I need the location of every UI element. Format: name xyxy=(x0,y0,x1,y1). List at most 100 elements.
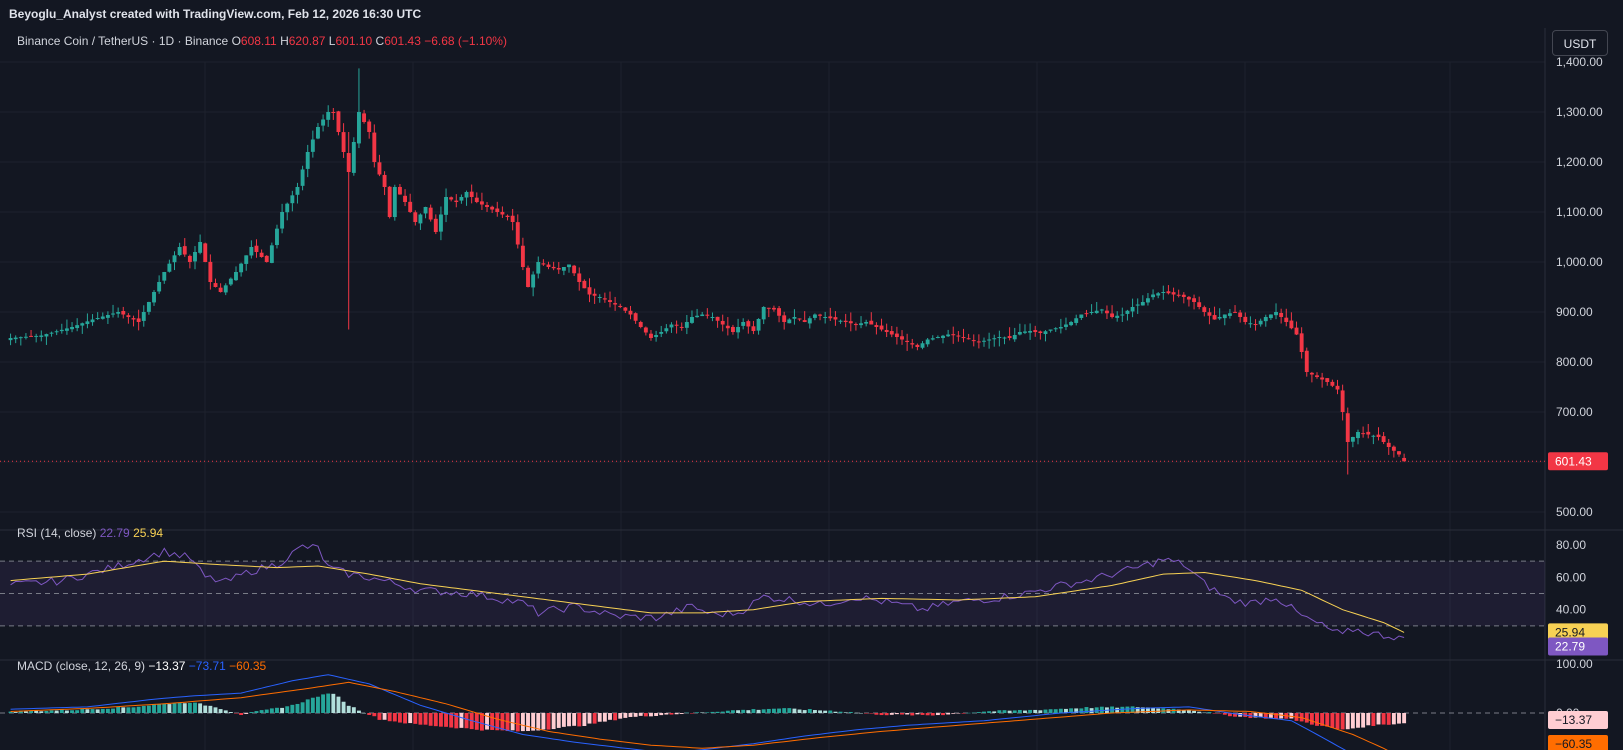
macd-histogram-bar xyxy=(915,713,920,715)
macd-signal-line xyxy=(10,681,1388,750)
candle-body xyxy=(756,319,761,331)
macd-line xyxy=(10,674,1346,750)
macd-histogram-bar xyxy=(618,713,623,719)
macd-histogram-bar xyxy=(572,713,577,726)
candle-body xyxy=(889,331,894,335)
candle-body xyxy=(1033,330,1038,332)
macd-histogram-bar xyxy=(992,711,997,713)
candle-body xyxy=(812,314,817,318)
macd-histogram-bar xyxy=(444,713,448,727)
macd-axis-tick: 100.00 xyxy=(1556,657,1593,671)
candle-body xyxy=(982,340,986,342)
macd-histogram-bar xyxy=(935,713,940,716)
macd-histogram-bar xyxy=(1233,713,1237,717)
currency-button[interactable]: USDT xyxy=(1552,30,1608,56)
candle-body xyxy=(900,336,904,340)
candle-body xyxy=(346,153,351,172)
macd-histogram-bar xyxy=(126,707,131,713)
candle-body xyxy=(884,329,889,332)
candle-body xyxy=(167,263,172,272)
candle-body xyxy=(725,325,730,329)
macd-histogram-bar xyxy=(1074,708,1079,713)
price-axis-tick: 1,000.00 xyxy=(1556,255,1603,269)
macd-histogram-bar xyxy=(690,713,694,714)
candle-body xyxy=(1094,310,1099,314)
symbol-label[interactable]: Binance Coin / TetherUS · 1D · Binance xyxy=(17,34,229,48)
macd-histogram-bar xyxy=(1350,713,1355,729)
macd-histogram-bar xyxy=(1258,713,1263,718)
candle-body xyxy=(505,215,510,217)
candle-body xyxy=(75,325,80,329)
candle-body xyxy=(833,317,838,320)
rsi-axis-tick: 40.00 xyxy=(1556,603,1586,617)
candle-body xyxy=(1207,312,1212,316)
candle-body xyxy=(1135,304,1140,306)
macd-histogram-bar xyxy=(526,713,530,732)
macd-histogram-bar xyxy=(715,711,720,713)
candle-body xyxy=(1371,435,1376,437)
candle-body xyxy=(1064,324,1068,327)
candle-body xyxy=(377,162,382,175)
candle-body xyxy=(976,341,981,343)
candle-body xyxy=(1079,314,1084,318)
candle-body xyxy=(910,343,915,345)
macd-histogram-bar xyxy=(300,702,305,713)
rsi-legend: RSI (14, close) 22.79 25.94 xyxy=(17,526,163,540)
candle-body xyxy=(136,318,141,322)
price-axis-tick: 1,400.00 xyxy=(1556,55,1603,69)
macd-histogram-bar xyxy=(397,713,402,723)
macd-histogram-bar xyxy=(70,710,74,713)
macd-histogram-bar xyxy=(495,713,500,731)
candle-body xyxy=(1320,377,1325,380)
macd-histogram-bar xyxy=(336,696,341,713)
macd-histogram-bar xyxy=(90,709,95,713)
candle-body xyxy=(720,320,725,325)
macd-histogram-bar xyxy=(316,696,320,713)
macd-histogram-bar xyxy=(669,713,674,715)
macd-histogram-bar xyxy=(577,713,582,727)
candle-body xyxy=(608,300,612,302)
macd-legend-label[interactable]: MACD (close, 12, 26, 9) xyxy=(17,659,146,673)
rsi-legend-label[interactable]: RSI (14, close) xyxy=(17,526,97,540)
macd-histogram-bar xyxy=(649,713,653,717)
macd-histogram-bar xyxy=(1186,710,1191,713)
macd-histogram-bar xyxy=(80,708,85,713)
macd-histogram-bar xyxy=(1309,713,1314,725)
close-key: C xyxy=(375,34,385,48)
rsi-ma-axis-label-bg xyxy=(1548,623,1608,642)
candle-body xyxy=(1166,291,1171,294)
candle-body xyxy=(956,335,961,337)
macd-histogram-bar xyxy=(874,713,879,715)
macd-histogram-bar xyxy=(602,713,607,722)
macd-histogram-bar xyxy=(812,710,817,713)
candle-body xyxy=(510,215,515,222)
macd-histogram-bar xyxy=(23,711,28,713)
macd-histogram-bar xyxy=(1120,706,1125,713)
price-axis-tick: 700.00 xyxy=(1556,405,1593,419)
candle-body xyxy=(848,321,853,324)
macd-histogram-bar xyxy=(1115,707,1120,713)
candle-body xyxy=(187,255,192,262)
macd-histogram-bar xyxy=(474,713,479,730)
rsi-line xyxy=(10,544,1405,641)
macd-histogram-bar xyxy=(1043,709,1048,713)
candle-body xyxy=(792,317,797,319)
candle-body xyxy=(925,339,930,345)
candle-body xyxy=(418,214,423,224)
macd-histogram-bar xyxy=(172,703,177,713)
candle-body xyxy=(285,203,290,213)
macd-histogram-bar xyxy=(392,713,397,722)
candle-body xyxy=(602,298,607,300)
macd-histogram-bar xyxy=(39,711,44,713)
candle-body xyxy=(787,319,792,324)
candle-body xyxy=(474,197,479,202)
macd-histogram-bar xyxy=(1058,708,1063,713)
candle-body xyxy=(280,212,285,229)
macd-histogram-bar xyxy=(1361,713,1366,728)
candle-body xyxy=(100,316,105,319)
candle-body xyxy=(853,324,858,326)
macd-histogram-bar xyxy=(105,708,110,713)
candle-body xyxy=(485,204,489,207)
macd-histogram-bar xyxy=(710,711,715,713)
